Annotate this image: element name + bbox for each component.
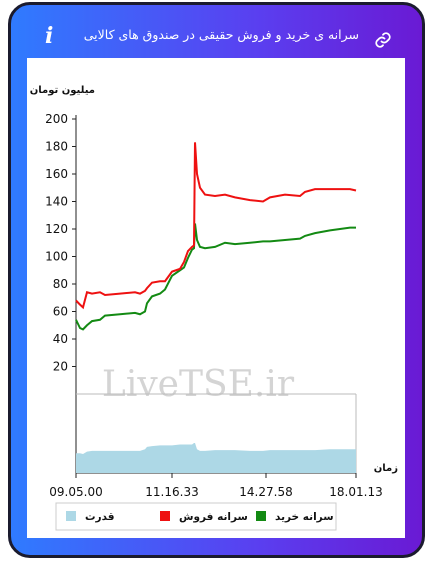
power-area <box>76 442 356 473</box>
y-tick-label: 200 <box>45 112 68 126</box>
x-axis-label: زمان <box>374 463 398 474</box>
y-tick-label: 40 <box>53 332 68 346</box>
legend <box>55 502 337 531</box>
x-tick-label: 18.01.13 <box>329 485 382 499</box>
y-tick-label: 120 <box>45 222 68 236</box>
y-tick-label: 20 <box>53 360 68 374</box>
series-line <box>75 223 356 331</box>
header-title: سرانه ی خرید و فروش حقیقی در صندوق های ک… <box>83 27 359 42</box>
watermark: LiveTSE.ir <box>102 364 295 405</box>
y-tick-label: 140 <box>45 195 68 209</box>
legend-swatch <box>66 511 76 521</box>
legend-swatch <box>160 511 170 521</box>
series-line <box>75 142 357 310</box>
y-axis-label: میلیون تومان <box>30 85 95 96</box>
x-tick-label: 09.05.00 <box>49 485 102 499</box>
legend-label: قدرت <box>85 511 115 523</box>
link-icon[interactable] <box>374 31 392 49</box>
y-tick-label: 100 <box>45 250 68 264</box>
legend-label: سرانه فروش <box>179 511 248 523</box>
y-tick-label: 160 <box>45 167 68 181</box>
info-icon[interactable]: i <box>45 23 54 49</box>
y-tick-label: 80 <box>53 277 68 291</box>
x-tick-label: 11.16.33 <box>145 485 198 499</box>
y-tick-label: 60 <box>53 305 68 319</box>
legend-swatch <box>256 511 266 521</box>
y-tick-label: 180 <box>45 140 68 154</box>
x-tick-label: 14.27.58 <box>239 485 292 499</box>
legend-label: سرانه خرید <box>275 511 334 523</box>
